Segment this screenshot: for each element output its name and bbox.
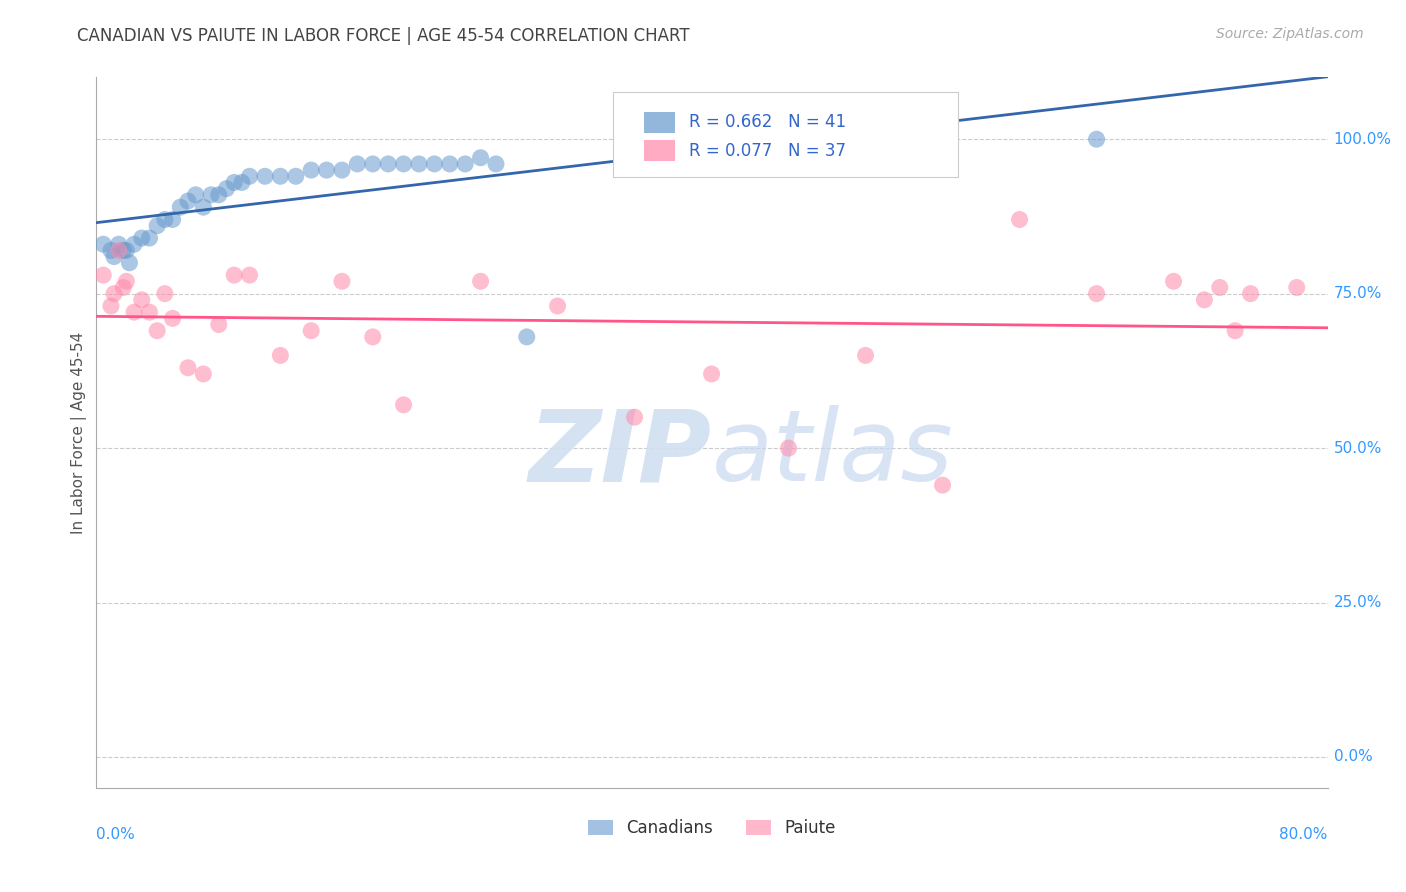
- Text: 50.0%: 50.0%: [1334, 441, 1382, 456]
- Point: [177, 194, 200, 208]
- Point: [516, 330, 538, 344]
- Text: 100.0%: 100.0%: [1334, 132, 1392, 146]
- Point: [330, 163, 353, 178]
- Point: [91, 237, 114, 252]
- Point: [208, 187, 231, 202]
- Point: [169, 200, 191, 214]
- Point: [107, 244, 129, 258]
- Point: [115, 274, 138, 288]
- Point: [231, 176, 253, 190]
- Point: [392, 398, 415, 412]
- Point: [122, 305, 145, 319]
- Point: [184, 187, 207, 202]
- Legend: Canadians, Paiute: Canadians, Paiute: [581, 812, 842, 844]
- Point: [100, 299, 122, 313]
- Point: [392, 157, 415, 171]
- Point: [193, 200, 215, 214]
- Point: [855, 348, 877, 362]
- FancyBboxPatch shape: [613, 92, 957, 177]
- Bar: [644, 140, 675, 161]
- Y-axis label: In Labor Force | Age 45-54: In Labor Force | Age 45-54: [72, 332, 87, 533]
- Point: [1209, 280, 1232, 294]
- Text: R = 0.662   N = 41: R = 0.662 N = 41: [689, 113, 846, 131]
- Point: [91, 268, 114, 282]
- Point: [1239, 286, 1261, 301]
- Point: [1285, 280, 1308, 294]
- Point: [224, 176, 246, 190]
- Point: [103, 250, 125, 264]
- Point: [1163, 274, 1185, 288]
- Point: [439, 157, 461, 171]
- Point: [162, 311, 184, 326]
- Point: [299, 324, 322, 338]
- Point: [623, 410, 645, 425]
- Point: [361, 330, 384, 344]
- Point: [131, 293, 153, 307]
- Point: [153, 286, 176, 301]
- Point: [346, 157, 368, 171]
- Point: [193, 367, 215, 381]
- Point: [408, 157, 430, 171]
- Text: CANADIAN VS PAIUTE IN LABOR FORCE | AGE 45-54 CORRELATION CHART: CANADIAN VS PAIUTE IN LABOR FORCE | AGE …: [77, 27, 690, 45]
- Point: [208, 318, 231, 332]
- Text: 25.0%: 25.0%: [1334, 595, 1382, 610]
- Point: [153, 212, 176, 227]
- Text: 75.0%: 75.0%: [1334, 286, 1382, 301]
- Point: [1085, 132, 1108, 146]
- Point: [112, 280, 135, 294]
- Point: [1223, 324, 1246, 338]
- Point: [138, 305, 160, 319]
- Point: [299, 163, 322, 178]
- Bar: [644, 112, 675, 133]
- Point: [423, 157, 446, 171]
- Text: ZIP: ZIP: [529, 406, 711, 502]
- Point: [131, 231, 153, 245]
- Point: [138, 231, 160, 245]
- Point: [215, 181, 238, 195]
- Point: [1085, 286, 1108, 301]
- Point: [239, 169, 262, 184]
- Point: [330, 274, 353, 288]
- Point: [269, 169, 291, 184]
- Point: [700, 367, 723, 381]
- Text: 80.0%: 80.0%: [1279, 827, 1327, 842]
- Text: R = 0.077   N = 37: R = 0.077 N = 37: [689, 142, 846, 160]
- Text: Source: ZipAtlas.com: Source: ZipAtlas.com: [1216, 27, 1364, 41]
- Point: [122, 237, 145, 252]
- Point: [115, 244, 138, 258]
- Point: [485, 157, 508, 171]
- Point: [1194, 293, 1216, 307]
- Point: [239, 268, 262, 282]
- Text: 0.0%: 0.0%: [1334, 749, 1372, 764]
- Point: [103, 286, 125, 301]
- Point: [107, 237, 129, 252]
- Point: [177, 360, 200, 375]
- Point: [146, 324, 169, 338]
- Point: [224, 268, 246, 282]
- Point: [112, 244, 135, 258]
- Point: [118, 256, 141, 270]
- Point: [778, 441, 800, 455]
- Point: [1008, 212, 1031, 227]
- Point: [454, 157, 477, 171]
- Text: atlas: atlas: [711, 406, 953, 502]
- Point: [315, 163, 337, 178]
- Point: [284, 169, 307, 184]
- Point: [547, 299, 569, 313]
- Point: [361, 157, 384, 171]
- Point: [100, 244, 122, 258]
- Point: [253, 169, 276, 184]
- Text: 0.0%: 0.0%: [96, 827, 135, 842]
- Point: [200, 187, 222, 202]
- Point: [146, 219, 169, 233]
- Point: [377, 157, 399, 171]
- Point: [470, 274, 492, 288]
- Point: [931, 478, 953, 492]
- Point: [470, 151, 492, 165]
- Point: [162, 212, 184, 227]
- Point: [269, 348, 291, 362]
